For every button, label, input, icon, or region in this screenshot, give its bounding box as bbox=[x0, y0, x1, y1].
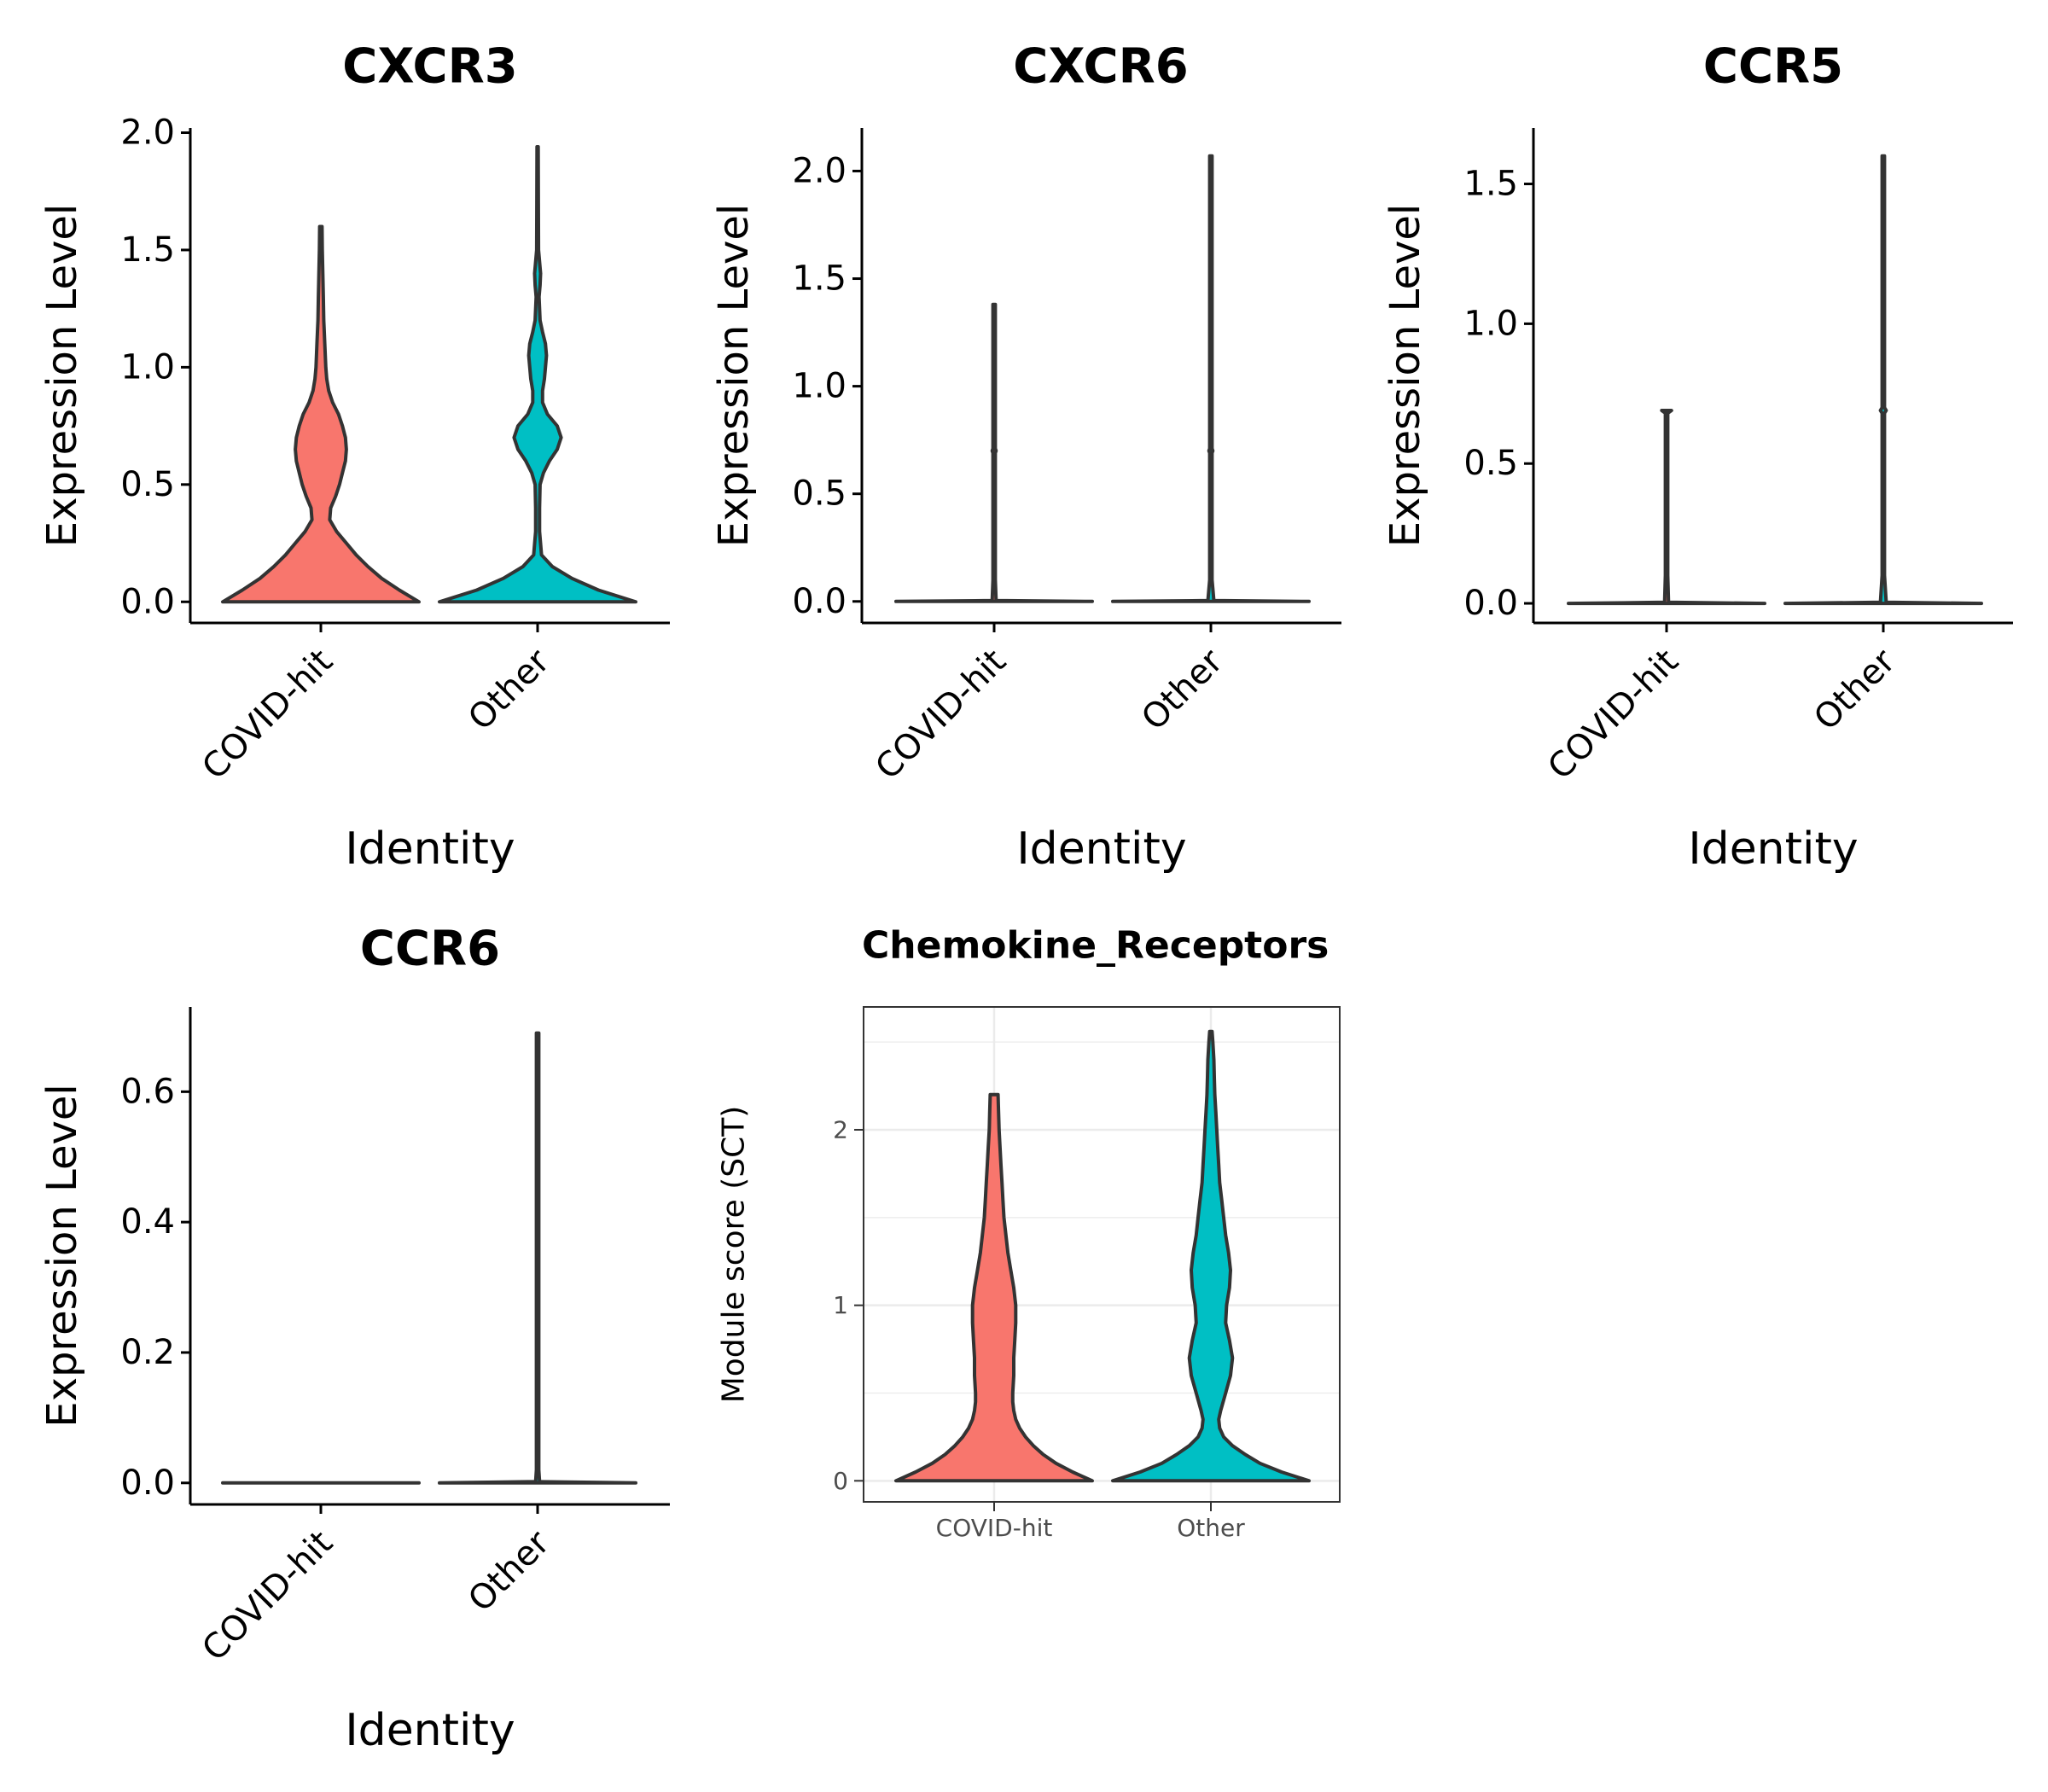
x-tick-label: COVID-hit bbox=[1540, 642, 1686, 788]
x-axis-label: Identity bbox=[345, 1705, 515, 1756]
x-tick-label: COVID-hit bbox=[195, 1523, 340, 1669]
y-axis-label: Expression Level bbox=[38, 1084, 86, 1428]
y-tick-label: 0.0 bbox=[120, 582, 175, 621]
y-tick-label: 1.0 bbox=[792, 367, 847, 406]
panel-title: CXCR3 bbox=[342, 39, 517, 95]
y-tick-label: 0.0 bbox=[792, 582, 847, 621]
violin-other bbox=[438, 1031, 637, 1485]
x-tick-label: Other bbox=[1807, 642, 1903, 738]
violin-other bbox=[1783, 154, 1983, 606]
violin-panel-cxcr3: 0.0 0.5 1.0 1.5 2.0 COVID-hit Other CXCR3 Expres… bbox=[38, 39, 670, 875]
x-axis-label: Identity bbox=[1688, 823, 1858, 875]
violin-other bbox=[1111, 1029, 1311, 1483]
y-tick-label: 2.0 bbox=[792, 151, 847, 190]
x-tick-label: COVID-hit bbox=[195, 642, 340, 788]
x-tick-label: Other bbox=[1134, 642, 1231, 738]
violin-covid-hit bbox=[894, 302, 1094, 603]
panel-title: Chemokine_Receptors bbox=[862, 924, 1329, 968]
y-axis-label: Expression Level bbox=[38, 204, 86, 548]
grid-lines bbox=[864, 1007, 1340, 1502]
violin-panel-ccr6: 0.0 0.2 0.4 0.6 COVID-hit Other CCR6 Expression… bbox=[38, 922, 670, 1756]
y-tick-label: 2 bbox=[833, 1115, 848, 1143]
violin-covid-hit bbox=[894, 1092, 1094, 1483]
y-tick-label: 1.0 bbox=[1463, 304, 1518, 343]
violin-other bbox=[1111, 154, 1311, 603]
violin-covid-hit bbox=[221, 224, 421, 604]
violin-panel-chemokine_receptors: 0 1 2 COVID-hit Other Chemokine_Receptors Modu… bbox=[717, 924, 1341, 1542]
y-tick-label: 0.5 bbox=[120, 465, 175, 504]
y-axis-label: Expression Level bbox=[710, 204, 758, 548]
y-tick-label: 2.0 bbox=[120, 113, 175, 152]
panel-title: CXCR6 bbox=[1013, 39, 1188, 95]
y-tick-label: 1.5 bbox=[120, 230, 175, 270]
figure-panels: 0.0 0.5 1.0 1.5 2.0 COVID-hit Other CXCR3 Expres… bbox=[38, 39, 2013, 1756]
y-tick-label: 1.5 bbox=[1463, 165, 1518, 204]
y-tick-label: 0.5 bbox=[792, 474, 847, 514]
y-tick-label: 1.5 bbox=[792, 259, 847, 299]
y-tick-label: 0 bbox=[833, 1467, 848, 1495]
x-tick-label: Other bbox=[461, 642, 557, 738]
y-axis-label: Module score (SCT) bbox=[717, 1106, 752, 1404]
panel-title: CCR5 bbox=[1703, 39, 1843, 95]
violin-other bbox=[438, 145, 637, 604]
x-tick-label: Other bbox=[1177, 1514, 1245, 1542]
y-tick-label: 0.5 bbox=[1463, 444, 1518, 483]
violin-covid-hit bbox=[1567, 409, 1766, 606]
y-tick-label: 1.0 bbox=[120, 347, 175, 387]
x-tick-label: Other bbox=[461, 1523, 557, 1620]
violin-panel-ccr5: 0.0 0.5 1.0 1.5 COVID-hit Other CCR5 Expression… bbox=[1382, 39, 2013, 875]
y-tick-label: 0.0 bbox=[120, 1463, 175, 1503]
y-axis-label: Expression Level bbox=[1382, 204, 1429, 548]
y-tick-label: 0.6 bbox=[120, 1072, 175, 1111]
y-tick-label: 0.2 bbox=[120, 1333, 175, 1372]
x-axis-label: Identity bbox=[345, 823, 515, 875]
violin-panel-cxcr6: 0.0 0.5 1.0 1.5 2.0 COVID-hit Other CXCR6 Expres… bbox=[710, 39, 1341, 875]
x-tick-label: COVID-hit bbox=[868, 642, 1014, 788]
x-tick-label: COVID-hit bbox=[936, 1514, 1053, 1542]
y-tick-label: 0.0 bbox=[1463, 584, 1518, 623]
y-tick-label: 0.4 bbox=[120, 1202, 175, 1242]
y-tick-label: 1 bbox=[833, 1291, 848, 1319]
panel-title: CCR6 bbox=[360, 922, 500, 977]
x-axis-label: Identity bbox=[1016, 823, 1186, 875]
panel-border bbox=[863, 1006, 1341, 1503]
